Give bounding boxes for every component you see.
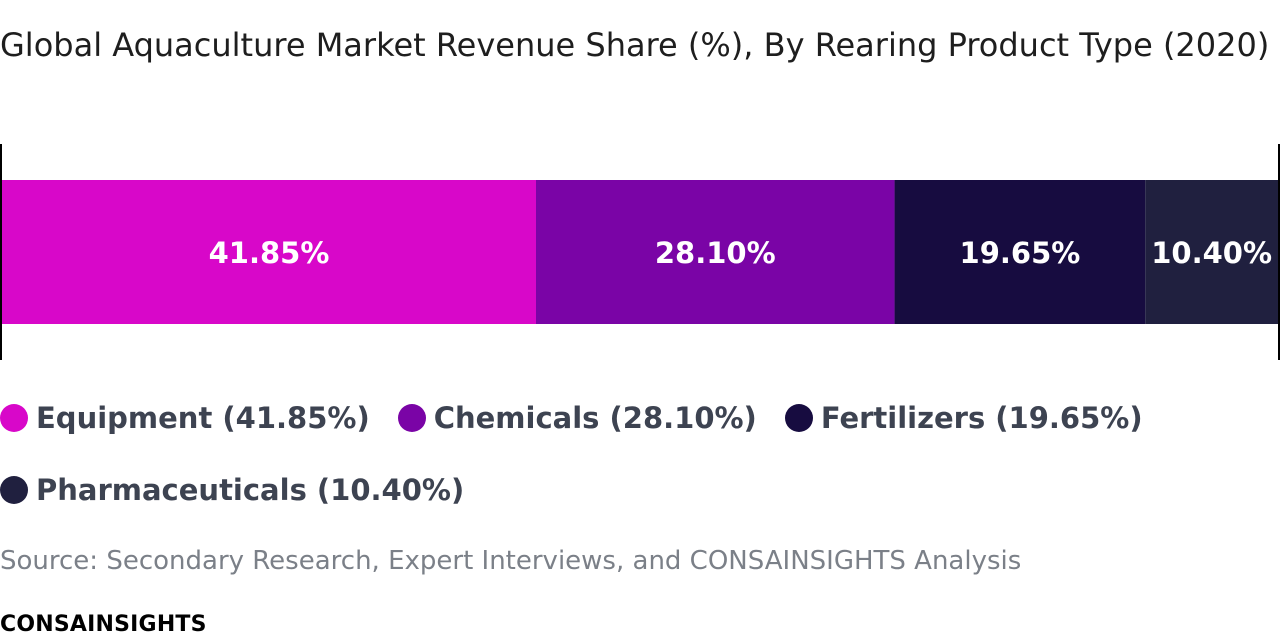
legend-label: Chemicals (28.10%) [433, 401, 757, 435]
legend-row: Pharmaceuticals (10.40%) [0, 458, 1280, 522]
legend-label: Fertilizers (19.65%) [820, 401, 1143, 435]
legend-item-pharmaceuticals: Pharmaceuticals (10.40%) [0, 473, 464, 507]
stacked-bar-chart: 41.85% 28.10% 19.65% 10.40% [0, 144, 1280, 360]
source-note: Source: Secondary Research, Expert Inter… [0, 546, 1022, 576]
bar-segment-pharmaceuticals [1145, 180, 1278, 324]
legend-label: Pharmaceuticals (10.40%) [36, 473, 465, 507]
data-label-pharmaceuticals: 10.40% [1151, 236, 1272, 270]
legend-item-fertilizers: Fertilizers (19.65%) [784, 401, 1143, 435]
chart-legend: Equipment (41.85%) Chemicals (28.10%) Fert… [0, 386, 1280, 530]
legend-swatch [784, 404, 813, 432]
data-label-fertilizers: 19.65% [960, 236, 1081, 270]
legend-swatch [0, 404, 28, 432]
data-label-chemicals: 28.10% [655, 236, 776, 270]
bar-segment-fertilizers [894, 180, 1146, 324]
legend-row: Equipment (41.85%) Chemicals (28.10%) Fert… [0, 386, 1280, 450]
chart-title: Global Aquaculture Market Revenue Share … [0, 26, 1270, 64]
legend-label: Equipment (41.85%) [36, 401, 370, 435]
bar-segment-equipment [2, 180, 537, 324]
legend-swatch [0, 476, 28, 504]
legend-item-chemicals: Chemicals (28.10%) [397, 401, 757, 435]
legend-item-equipment: Equipment (41.85%) [0, 401, 370, 435]
data-label-equipment: 41.85% [209, 236, 330, 270]
legend-swatch [397, 404, 426, 432]
bar-segment-chemicals [536, 180, 895, 324]
brand-logo-text: CONSAINSIGHTS [0, 612, 207, 636]
